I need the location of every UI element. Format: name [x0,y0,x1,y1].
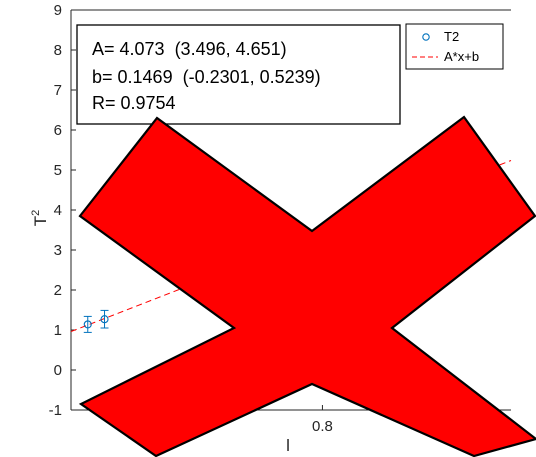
legend-label-t2: T2 [444,29,459,44]
y-tick-label: 0 [54,362,62,379]
y-axis-label: T2 [30,210,50,227]
y-tick-label: 4 [54,202,62,219]
y-tick-label: 8 [54,42,62,59]
y-tick-label: 5 [54,162,62,179]
y-tick-label: 1 [54,322,62,339]
legend-label-fit: A*x+b [444,49,479,64]
y-tick-label: 6 [54,122,62,139]
x-ticks: 0.8 [312,405,333,435]
y-tick-label: 9 [54,2,62,19]
x-axis-label: l [286,436,290,455]
y-tick-label: 7 [54,82,62,99]
legend: T2 A*x+b [405,23,504,70]
fit-annotation-line-a: A= 4.073 (3.496, 4.651) [92,39,287,59]
y-axis-label-text: T [31,216,50,226]
red-x-shape [78,115,536,457]
data-point [83,320,92,329]
data-point [100,315,109,324]
fit-annotation-box [76,24,401,125]
x-tick-label: 0.8 [312,418,333,435]
y-axis-label-superscript: 2 [30,210,42,216]
fit-annotation-line-b: b= 0.1469 (-0.2301, 0.5239) [92,67,321,87]
red-x-overlay [78,115,536,457]
y-tick-label: 2 [54,282,62,299]
y-tick-label: 3 [54,242,62,259]
fit-annotation: A= 4.073 (3.496, 4.651) b= 0.1469 (-0.23… [76,24,401,125]
y-tick-label: -1 [49,402,62,419]
data-points [83,309,109,333]
y-ticks: 9 8 7 6 5 4 3 2 1 0 -1 [49,2,76,419]
fit-annotation-line-r: R= 0.9754 [92,93,176,113]
legend-box [405,23,504,70]
legend-marker-t2 [422,33,430,41]
